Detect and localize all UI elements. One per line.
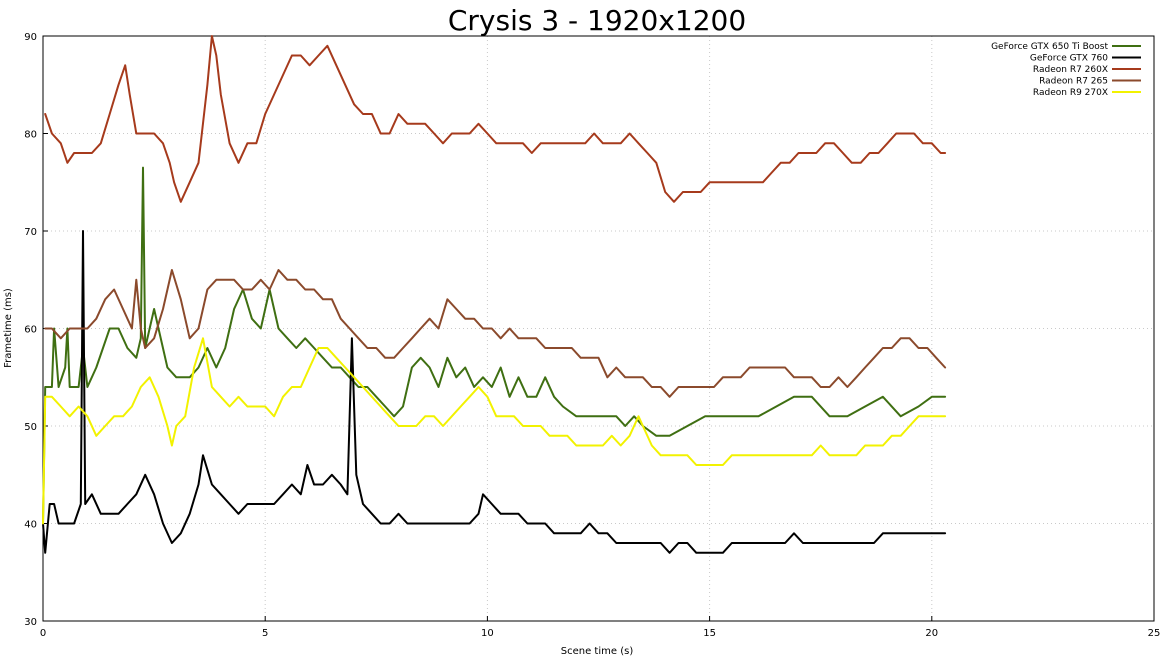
y-tick-label: 60 [24,325,37,336]
x-axis: 0 5 10 15 20 25 [40,616,1161,639]
x-tick-label: 10 [481,628,494,639]
x-tick-label: 20 [925,628,938,639]
y-tick-label: 50 [24,422,37,433]
series-line-2 [42,230,947,554]
legend-label: Radeon R7 265 [1039,77,1108,87]
legend-label: GeForce GTX 760 [1030,54,1108,64]
x-tick-label: 15 [703,628,716,639]
legend-label: Radeon R9 270X [1033,88,1108,98]
x-tick-label: 0 [40,628,46,639]
series-lines [42,35,947,554]
x-tick-label: 5 [262,628,268,639]
legend-label: Radeon R7 260X [1033,65,1108,75]
y-tick-label: 40 [24,520,37,531]
series-line-1 [42,166,947,525]
y-tick-label: 70 [24,227,37,238]
y-axis-label: Frametime (ms) [3,288,14,368]
chart-title: Crysis 3 - 1920x1200 [448,4,746,37]
series-line-5 [42,337,947,525]
y-tick-label: 90 [24,32,37,43]
series-line-4 [44,269,947,398]
x-axis-label: Scene time (s) [561,646,634,657]
series-line-3 [44,35,947,203]
y-tick-label: 80 [24,130,37,141]
legend-label: GeForce GTX 650 Ti Boost [991,42,1108,52]
y-tick-label: 30 [24,617,37,628]
x-tick-label: 25 [1148,628,1161,639]
